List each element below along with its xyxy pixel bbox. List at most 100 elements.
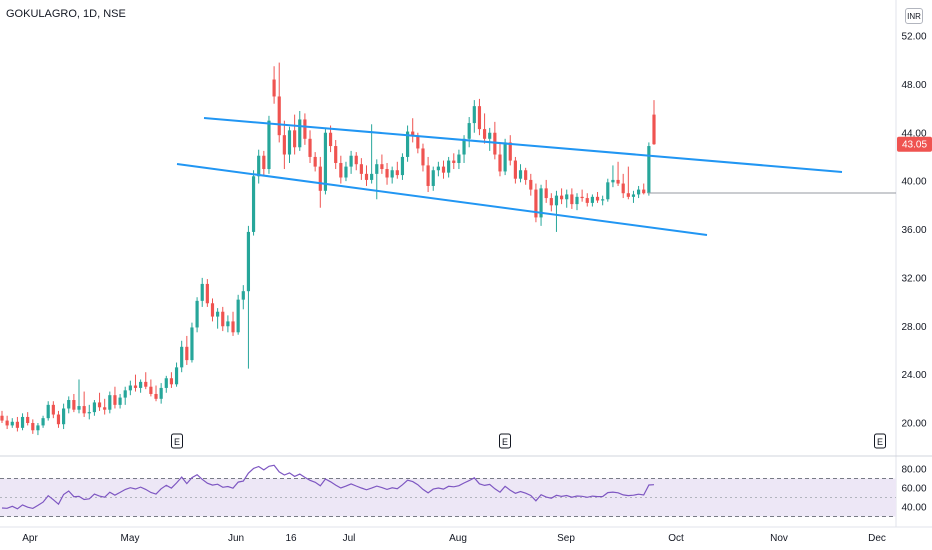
earnings-marker[interactable]: E xyxy=(874,433,886,449)
candle xyxy=(621,173,625,199)
candle-body xyxy=(421,148,425,166)
candle-body xyxy=(272,79,276,97)
time-axis[interactable]: Apr May Jun 16 Jul Aug Sep Oct Nov Dec xyxy=(22,533,886,544)
candle-body xyxy=(349,155,353,167)
candle-body xyxy=(139,381,143,388)
candle-body xyxy=(31,423,35,431)
candles-layer xyxy=(0,62,656,436)
candle-body xyxy=(92,402,97,413)
candle xyxy=(626,166,630,200)
candle xyxy=(359,158,363,180)
candle-body xyxy=(575,196,579,205)
candle-body xyxy=(405,131,410,157)
candle xyxy=(549,193,553,212)
candle-body xyxy=(303,119,307,139)
candle-body xyxy=(559,195,564,200)
earnings-marker[interactable]: E xyxy=(171,433,183,449)
candle xyxy=(15,416,19,432)
candle xyxy=(601,195,605,206)
candle-body xyxy=(493,132,497,155)
candle xyxy=(56,410,61,428)
rsi-tick-label: 40.00 xyxy=(901,503,926,514)
earnings-marker-box xyxy=(874,433,886,449)
candle xyxy=(195,297,199,333)
upper-channel-trendline[interactable] xyxy=(203,117,843,173)
candle xyxy=(400,153,405,180)
candle xyxy=(364,165,369,186)
lower-channel-trendline[interactable] xyxy=(176,163,708,236)
candle-body xyxy=(652,114,656,145)
time-tick-label: Aug xyxy=(449,533,467,544)
candle xyxy=(349,150,353,174)
candle-body xyxy=(380,164,384,170)
candle xyxy=(431,166,435,191)
candle xyxy=(539,184,543,226)
candle xyxy=(221,306,225,332)
earnings-marker-label: E xyxy=(502,437,508,447)
price-tick-label: 20.00 xyxy=(901,419,926,430)
candle xyxy=(642,183,646,195)
candle-body xyxy=(267,120,271,170)
time-tick-label: Oct xyxy=(668,533,684,544)
price-tick-label: 40.00 xyxy=(901,177,926,188)
candle xyxy=(467,117,471,148)
rsi-tick-label: 80.00 xyxy=(901,465,926,476)
candle-body xyxy=(616,179,620,184)
last-price-value: 43.05 xyxy=(902,140,927,151)
candle-body xyxy=(590,196,594,203)
time-tick-label: 16 xyxy=(285,533,297,544)
candle-body xyxy=(580,196,584,199)
symbol-title: GOKULAGRO, 1D, NSE xyxy=(6,8,126,20)
candle xyxy=(72,393,76,413)
candle-body xyxy=(0,415,4,421)
candle-body xyxy=(282,135,286,155)
earnings-marker[interactable]: E xyxy=(499,433,511,449)
candle xyxy=(595,192,600,203)
price-axis[interactable]: 52.00 48.00 44.00 40.00 36.00 32.00 28.00 24.00… xyxy=(901,32,926,430)
candle-body xyxy=(503,142,507,172)
candle xyxy=(390,166,394,184)
candle-body xyxy=(118,397,122,405)
candle xyxy=(123,386,127,405)
candle-body xyxy=(359,164,363,174)
candle-body xyxy=(318,166,322,191)
candle xyxy=(77,379,81,414)
candle xyxy=(308,130,312,163)
last-price-tag-bg xyxy=(897,136,932,152)
time-tick-label: Dec xyxy=(868,533,886,544)
candle-body xyxy=(257,155,261,177)
candle xyxy=(185,335,189,365)
candle xyxy=(508,135,512,166)
candle-body xyxy=(298,119,302,148)
candle xyxy=(20,413,25,431)
candle-body xyxy=(524,170,528,180)
candle-body xyxy=(339,162,343,178)
candle-body xyxy=(103,407,107,410)
candle xyxy=(241,285,245,310)
candle-body xyxy=(15,421,19,428)
candle-body xyxy=(87,412,91,414)
candle xyxy=(41,415,45,428)
candle xyxy=(647,142,651,196)
candle xyxy=(565,189,569,208)
candle-body xyxy=(631,194,636,197)
candle xyxy=(87,404,91,420)
earnings-marker-box xyxy=(499,433,511,449)
candle xyxy=(616,161,620,186)
price-tick-label: 24.00 xyxy=(901,370,926,381)
candle xyxy=(139,379,143,393)
candle-body xyxy=(488,132,492,139)
candle-body xyxy=(426,165,430,186)
price-tick-label: 32.00 xyxy=(901,273,926,284)
candle-body xyxy=(133,385,138,388)
candle xyxy=(180,340,184,373)
candle-body xyxy=(431,170,435,186)
time-tick-label: Jun xyxy=(228,533,244,544)
candle xyxy=(10,418,14,428)
currency-badge[interactable]: INR xyxy=(905,8,923,24)
candle xyxy=(174,362,179,387)
candle xyxy=(92,400,97,416)
price-tick-label: 44.00 xyxy=(901,128,926,139)
candle-body xyxy=(457,154,461,163)
